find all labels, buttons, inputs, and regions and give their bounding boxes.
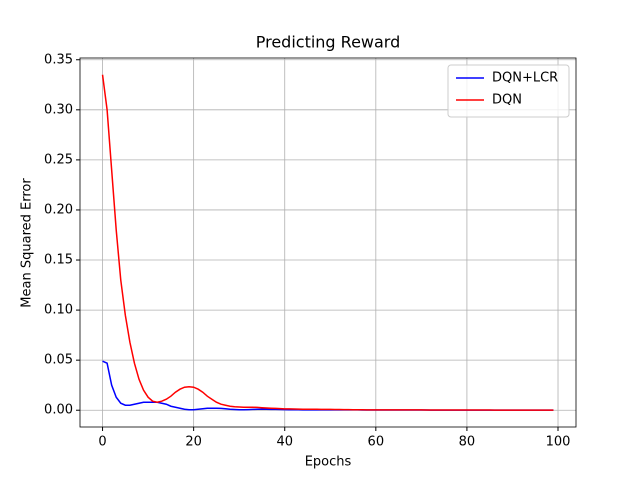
- x-tick-label: 100: [546, 435, 571, 450]
- line: [101, 74, 554, 411]
- y-tick-label: 0.15: [44, 253, 73, 268]
- x-tick-label: 20: [185, 435, 202, 450]
- y-tick-label: 0.10: [44, 303, 73, 318]
- y-tick-label: 0.35: [44, 52, 73, 67]
- plot-frame: [79, 57, 577, 428]
- x-axis-label: Epochs: [305, 455, 352, 470]
- line: [102, 360, 554, 411]
- x-tick-label: 60: [368, 435, 385, 450]
- chart-title: Predicting Reward: [256, 33, 401, 52]
- y-tick-label: 0.20: [44, 202, 73, 217]
- legend-label: DQN+LCR: [492, 71, 558, 86]
- x-tick-label: 40: [276, 435, 293, 450]
- y-tick-label: 0.00: [44, 403, 73, 418]
- legend-label: DQN: [492, 93, 522, 108]
- y-axis-label: Mean Squared Error: [20, 178, 35, 308]
- x-tick-label: 0: [98, 435, 106, 450]
- x-tick-label: 80: [459, 435, 476, 450]
- y-tick-label: 0.30: [44, 102, 73, 117]
- y-tick-label: 0.25: [44, 152, 73, 167]
- y-tick-label: 0.05: [44, 353, 73, 368]
